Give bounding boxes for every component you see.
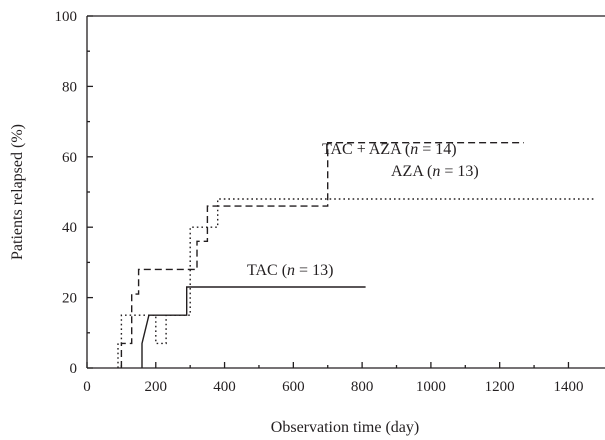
y-tick-label: 60 (62, 150, 77, 166)
y-axis-title: Patients relapsed (%) (9, 124, 26, 260)
x-tick-label: 1400 (553, 379, 583, 395)
series-line-tac-aza (120, 141, 524, 368)
x-tick-label: 400 (213, 379, 236, 395)
x-axis-title: Observation time (day) (271, 419, 419, 436)
x-tick-label: 0 (83, 379, 91, 395)
x-tick-label: 800 (351, 379, 374, 395)
plot-area: TAC (n = 13) TAC + AZA (n = 14) AZA (n = 1… (117, 141, 596, 368)
series-label-tac: TAC (n = 13) (247, 262, 333, 279)
y-tick-label: 20 (62, 291, 77, 307)
x-tick-label: 600 (282, 379, 305, 395)
y-tick-label: 100 (55, 9, 78, 25)
series-label-aza: AZA (n = 13) (391, 163, 479, 180)
series-label-tac-aza: TAC + AZA (n = 14) (322, 141, 457, 158)
y-tick-label: 40 (62, 220, 77, 236)
x-tick-label: 1200 (485, 379, 515, 395)
y-tick-label: 0 (70, 361, 78, 377)
series-line-tac (141, 286, 366, 368)
y-tick-label: 80 (62, 79, 77, 95)
x-tick-label: 1000 (416, 379, 446, 395)
x-tick-label: 200 (145, 379, 168, 395)
series-line-aza (117, 198, 596, 368)
